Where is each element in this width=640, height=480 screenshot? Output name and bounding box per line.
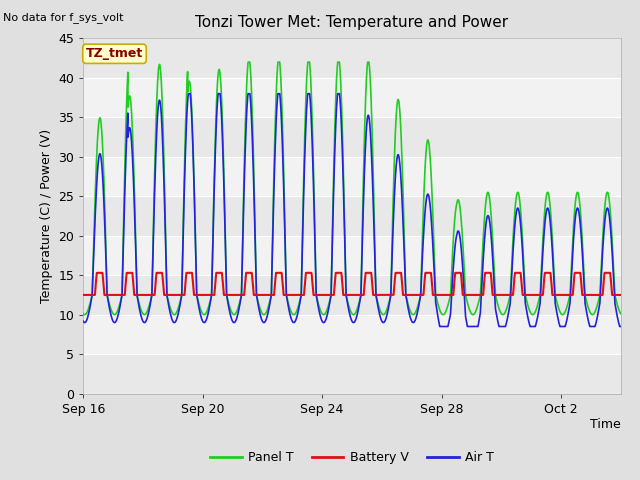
Bar	[83, 38, 621, 78]
Title: Tonzi Tower Met: Temperature and Power: Tonzi Tower Met: Temperature and Power	[195, 15, 509, 30]
Bar	[83, 157, 621, 196]
Bar	[83, 196, 621, 236]
Bar	[83, 117, 621, 157]
Bar	[83, 275, 621, 315]
Text: No data for f_sys_volt: No data for f_sys_volt	[3, 12, 124, 23]
Text: Time: Time	[590, 419, 621, 432]
Y-axis label: Temperature (C) / Power (V): Temperature (C) / Power (V)	[40, 129, 52, 303]
Bar	[83, 78, 621, 117]
Bar	[83, 354, 621, 394]
Bar	[83, 236, 621, 275]
Bar	[83, 315, 621, 354]
Text: TZ_tmet: TZ_tmet	[86, 47, 143, 60]
Legend: Panel T, Battery V, Air T: Panel T, Battery V, Air T	[205, 446, 499, 469]
